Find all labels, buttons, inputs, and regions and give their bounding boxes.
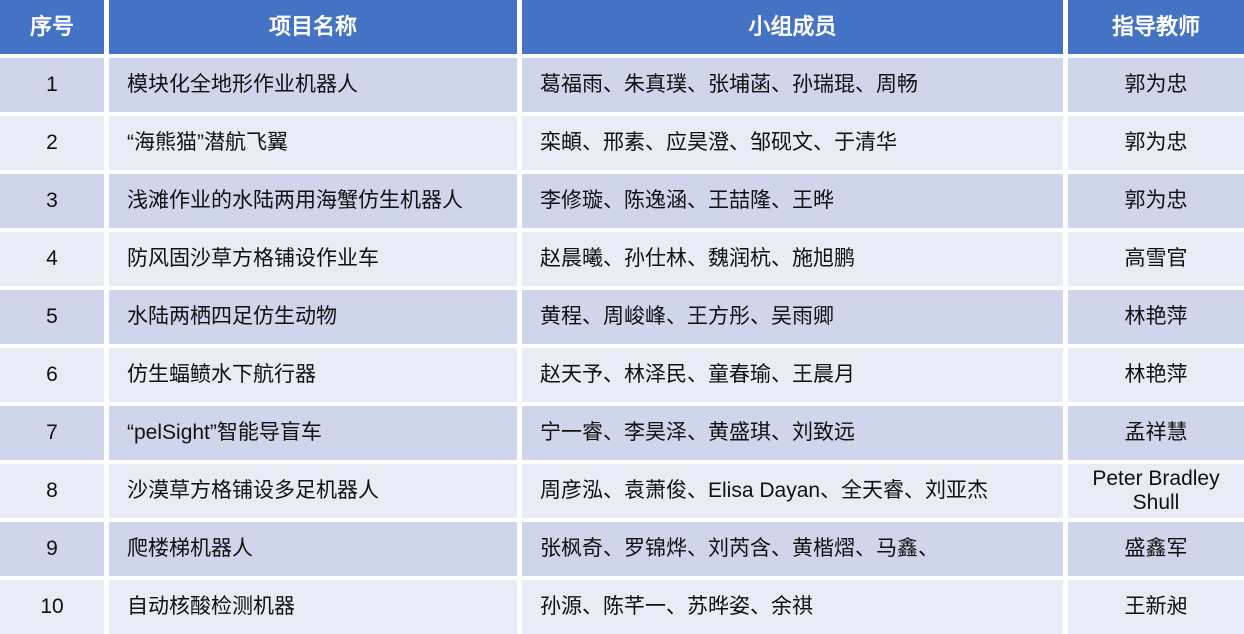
row-3-advisor: 郭为忠 bbox=[1068, 174, 1244, 228]
row-9-advisor: 盛鑫军 bbox=[1068, 522, 1244, 576]
row-5-no: 5 bbox=[0, 290, 104, 344]
row-5-project: 水陆两栖四足仿生动物 bbox=[109, 290, 517, 344]
row-4-members: 赵晨曦、孙仕林、魏润杭、施旭鹏 bbox=[522, 232, 1063, 286]
row-9-no: 9 bbox=[0, 522, 104, 576]
row-2-members: 栾頔、邢素、应昊澄、邹砚文、于清华 bbox=[522, 116, 1063, 170]
header-cell-project: 项目名称 bbox=[109, 0, 517, 54]
row-6-advisor: 林艳萍 bbox=[1068, 348, 1244, 402]
row-8-advisor: Peter Bradley Shull bbox=[1068, 464, 1244, 518]
row-6-members: 赵天予、林泽民、童春瑜、王晨月 bbox=[522, 348, 1063, 402]
row-1-project: 模块化全地形作业机器人 bbox=[109, 58, 517, 112]
row-8-project: 沙漠草方格铺设多足机器人 bbox=[109, 464, 517, 518]
row-3-members: 李修璇、陈逸涵、王喆隆、王晔 bbox=[522, 174, 1063, 228]
row-10-no: 10 bbox=[0, 580, 104, 634]
row-10-project: 自动核酸检测机器 bbox=[109, 580, 517, 634]
row-4-project: 防风固沙草方格铺设作业车 bbox=[109, 232, 517, 286]
row-7-no: 7 bbox=[0, 406, 104, 460]
row-10-members: 孙源、陈芊一、苏晔姿、余祺 bbox=[522, 580, 1063, 634]
row-9-members: 张枫奇、罗锦烨、刘芮含、黄楷熠、马鑫、 bbox=[522, 522, 1063, 576]
header-cell-no: 序号 bbox=[0, 0, 104, 54]
row-8-members: 周彦泓、袁萧俊、Elisa Dayan、全天睿、刘亚杰 bbox=[522, 464, 1063, 518]
row-10-advisor: 王新昶 bbox=[1068, 580, 1244, 634]
header-cell-advisor: 指导教师 bbox=[1068, 0, 1244, 54]
row-2-advisor: 郭为忠 bbox=[1068, 116, 1244, 170]
row-5-advisor: 林艳萍 bbox=[1068, 290, 1244, 344]
row-8-no: 8 bbox=[0, 464, 104, 518]
row-1-advisor: 郭为忠 bbox=[1068, 58, 1244, 112]
header-cell-members: 小组成员 bbox=[522, 0, 1063, 54]
row-2-no: 2 bbox=[0, 116, 104, 170]
row-1-members: 葛福雨、朱真璞、张埔菡、孙瑞琨、周畅 bbox=[522, 58, 1063, 112]
row-7-project: “pelSight”智能导盲车 bbox=[109, 406, 517, 460]
row-3-project: 浅滩作业的水陆两用海蟹仿生机器人 bbox=[109, 174, 517, 228]
row-7-members: 宁一睿、李昊泽、黄盛琪、刘致远 bbox=[522, 406, 1063, 460]
row-4-no: 4 bbox=[0, 232, 104, 286]
row-6-no: 6 bbox=[0, 348, 104, 402]
row-9-project: 爬楼梯机器人 bbox=[109, 522, 517, 576]
row-2-project: “海熊猫”潜航飞翼 bbox=[109, 116, 517, 170]
row-4-advisor: 高雪官 bbox=[1068, 232, 1244, 286]
row-3-no: 3 bbox=[0, 174, 104, 228]
row-5-members: 黄程、周峻峰、王方彤、吴雨卿 bbox=[522, 290, 1063, 344]
row-1-no: 1 bbox=[0, 58, 104, 112]
row-7-advisor: 孟祥慧 bbox=[1068, 406, 1244, 460]
row-6-project: 仿生蝠鲼水下航行器 bbox=[109, 348, 517, 402]
